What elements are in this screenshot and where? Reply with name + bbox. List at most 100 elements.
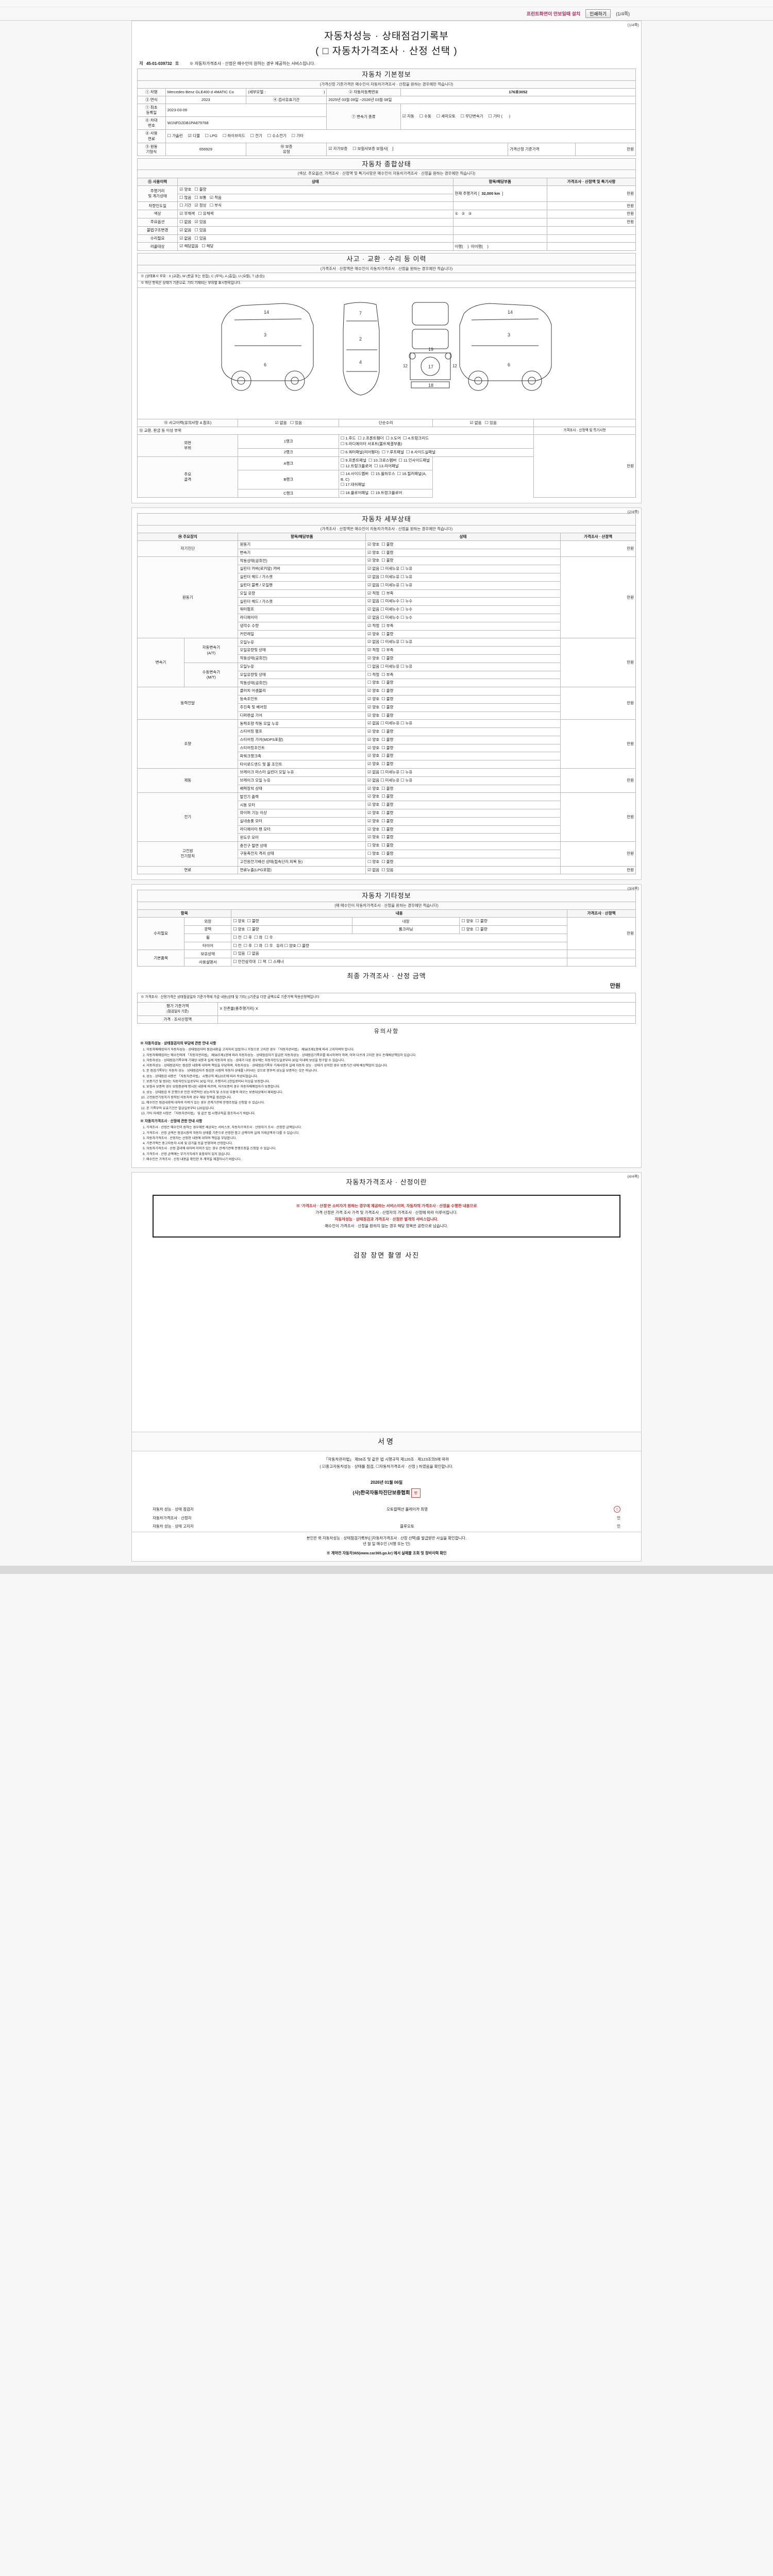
cb-mtl-minor[interactable]: ☐ 미세누유 (380, 664, 400, 669)
status-power-crankshaft[interactable]: ☑ 양호 ☐ 불량 (365, 752, 561, 761)
cb-tire-rear[interactable]: ☐ 후 (243, 943, 252, 948)
print-button[interactable]: 인쇄하기 (585, 9, 611, 18)
cb-trans-semiauto[interactable]: ☐ 세미오토 (436, 114, 456, 119)
cb-atl-leak[interactable]: ☐ 누유 (400, 639, 413, 645)
status-head-gasket-oil[interactable]: ☑ 없음 ☐ 미세누유 ☐ 누유 (365, 572, 561, 582)
cb-quarter-panel[interactable]: ☐ 6.쿼터패널(리어휀더) (340, 450, 380, 455)
cb-pc-bad[interactable]: ☐ 불량 (381, 753, 394, 758)
cb-repair-yes[interactable]: ☐ 있음 (194, 235, 207, 241)
status-oil-level[interactable]: ☑ 적정 ☐ 부족 (365, 589, 561, 598)
cb-wheel-house[interactable]: ☐ 15.휠하우스 (371, 471, 395, 477)
cb-diff-good[interactable]: ☑ 양호 (367, 713, 380, 718)
cb-boost-good[interactable]: ☑ 양호 (367, 786, 380, 791)
status-power-steering-leak[interactable]: ☑ 없음 ☐ 미세누유 ☐ 누유 (365, 719, 561, 728)
cb-atl-none[interactable]: ☑ 없음 (367, 639, 380, 645)
cb-sj-bad[interactable]: ☐ 불량 (381, 745, 394, 750)
cb-radiator-support[interactable]: ☐ 5.라디에이터 서포트(볼트체결부품) (340, 442, 402, 447)
cb-accident-yes[interactable]: ☐ 있음 (290, 420, 302, 425)
status-mt-operation[interactable]: ☐ 양호 ☐ 불량 (365, 679, 561, 688)
cb-tr-good[interactable]: ☑ 양호 (367, 761, 380, 767)
cb-cvj-bad[interactable]: ☐ 불량 (381, 696, 394, 701)
cb-hvw-good[interactable]: ☐ 양호 (367, 859, 380, 864)
status-blower-motor[interactable]: ☑ 양호 ☐ 불량 (365, 817, 561, 826)
status-window-motor[interactable]: ☑ 양호 ☐ 불량 (365, 833, 561, 842)
cb-cvj-good[interactable]: ☑ 양호 (367, 696, 380, 701)
cb-recall-na[interactable]: ☑ 해당없음 (179, 244, 199, 249)
cb-engine-diag-bad[interactable]: ☐ 불량 (381, 541, 394, 547)
status-at-oil-leak[interactable]: ☑ 없음 ☐ 미세누유 ☐ 누유 (365, 638, 561, 647)
cb-wp-leak[interactable]: ☐ 누수 (400, 607, 413, 612)
status-polish[interactable]: ☐ 양호 ☐ 불량 (231, 925, 352, 934)
status-hv-wiring[interactable]: ☐ 양호 ☐ 불량 (365, 857, 561, 867)
cb-wheel-left[interactable]: ☐ 좌 (254, 935, 263, 940)
cb-db-good[interactable]: ☐ 양호 (367, 851, 380, 856)
cb-hgw-leak[interactable]: ☐ 누수 (400, 599, 413, 604)
cb-door[interactable]: ☐ 3.도어 (385, 436, 401, 441)
cb-int-good[interactable]: ☐ 양호 (461, 919, 474, 924)
status-propeller-shaft[interactable]: ☑ 양호 ☐ 불량 (365, 703, 561, 712)
cb-illegal-yes[interactable]: ☐ 있음 (194, 227, 207, 232)
cb-diff-bad[interactable]: ☐ 불량 (381, 713, 394, 718)
cb-clutch-good[interactable]: ☑ 양호 (367, 688, 380, 693)
cb-wheel-front[interactable]: ☐ 전 (233, 935, 242, 940)
cb-wp-minor[interactable]: ☐ 미세누수 (380, 607, 400, 612)
cb-wiper-good[interactable]: ☑ 양호 (367, 810, 380, 816)
cb-atl-minor[interactable]: ☐ 미세누유 (380, 639, 400, 645)
status-alternator[interactable]: ☑ 양호 ☐ 불량 (365, 792, 561, 802)
cb-mc-none[interactable]: ☑ 없음 (367, 770, 380, 775)
illegal-mod-status[interactable]: ☑ 없음 ☐ 있음 (177, 226, 453, 235)
cb-psl-none[interactable]: ☑ 없음 (367, 721, 380, 726)
cb-triangle[interactable]: ☐ 안전삼각대 (233, 959, 256, 964)
status-cv-joint[interactable]: ☑ 양호 ☐ 불량 (365, 694, 561, 704)
cb-cr-bad[interactable]: ☐ 불량 (381, 631, 394, 636)
cb-spanner[interactable]: ☐ 스패너 (268, 959, 284, 964)
cb-bol-none[interactable]: ☑ 없음 (367, 777, 380, 783)
cb-fuel-hybrid[interactable]: ☐ 하이브리드 (223, 133, 245, 139)
cb-sg-good[interactable]: ☑ 양호 (367, 737, 380, 742)
cb-pc-good[interactable]: ☑ 양호 (367, 753, 380, 758)
status-tie-rod[interactable]: ☑ 양호 ☐ 불량 (365, 760, 561, 769)
cb-trunk-floor-a[interactable]: ☐ 12.트렁크플로어 (340, 463, 373, 468)
cb-simple-yes[interactable]: ☐ 있음 (484, 420, 497, 425)
cb-cl-low[interactable]: ☐ 부족 (381, 623, 394, 628)
status-booster[interactable]: ☑ 양호 ☐ 불량 (365, 784, 561, 793)
status-mt-oil-leak[interactable]: ☐ 없음 ☐ 미세누유 ☐ 누유 (365, 662, 561, 671)
status-possession[interactable]: ☐ 있음 ☐ 없음 (231, 950, 567, 959)
cb-win-good[interactable]: ☑ 양호 (367, 835, 380, 840)
cb-trans-cvt[interactable]: ☐ 무단변속기 (460, 114, 483, 119)
cb-psl-leak[interactable]: ☐ 누유 (400, 721, 413, 726)
cb-trans-diag-good[interactable]: ☑ 양호 (367, 550, 380, 555)
cb-engine-diag-good[interactable]: ☑ 양호 (367, 541, 380, 547)
status-master-cylinder[interactable]: ☑ 없음 ☐ 미세누유 ☐ 누유 (365, 768, 561, 777)
cb-rad-minor[interactable]: ☐ 미세누수 (380, 615, 400, 620)
cb-atos-ok[interactable]: ☑ 적정 (367, 648, 380, 653)
status-exterior[interactable]: ☐ 양호 ☐ 불량 (231, 917, 352, 926)
cb-chg-bad[interactable]: ☐ 불량 (381, 843, 394, 848)
cb-alt-good[interactable]: ☑ 양호 (367, 794, 380, 799)
cb-jack[interactable]: ☐ 잭 (258, 959, 266, 964)
cb-rocker-none[interactable]: ☑ 없음 (367, 566, 380, 571)
cb-mileage-high[interactable]: ☐ 많음 (179, 195, 192, 200)
cb-blower-bad[interactable]: ☐ 불량 (381, 818, 394, 823)
cb-roof-panel[interactable]: ☐ 7.루프패널 (381, 450, 404, 455)
status-clutch[interactable]: ☑ 양호 ☐ 불량 (365, 687, 561, 696)
status-wiper[interactable]: ☑ 양호 ☐ 불량 (365, 809, 561, 818)
status-brake-oil-leak[interactable]: ☑ 없음 ☐ 미세누유 ☐ 누유 (365, 776, 561, 785)
status-wheel[interactable]: ☐ 전 ☐ 후 ☐ 좌 ☐ 우 (231, 933, 567, 942)
cb-simple-none[interactable]: ☑ 없음 (469, 420, 482, 425)
cb-start-bad[interactable]: ☐ 불량 (381, 802, 394, 807)
cb-hgo-none[interactable]: ☑ 없음 (367, 574, 380, 579)
cb-color-achromatic[interactable]: ☑ 무채색 (179, 211, 195, 216)
cb-rear-panel[interactable]: ☐ 13.리어패널 (374, 463, 399, 468)
cb-trans-diag-bad[interactable]: ☐ 불량 (381, 550, 394, 555)
repair-needed-status[interactable]: ☑ 없음 ☐ 있음 (177, 234, 453, 243)
cb-fan-good[interactable]: ☑ 양호 (367, 826, 380, 832)
cb-poss-no[interactable]: ☐ 없음 (247, 951, 259, 956)
cb-rad-leak[interactable]: ☐ 누수 (400, 615, 413, 620)
cb-hood[interactable]: ☐ 1.후드 (340, 436, 356, 441)
cb-sp-good[interactable]: ☑ 양호 (367, 729, 380, 734)
cb-psl-minor[interactable]: ☐ 미세누유 (380, 721, 400, 726)
status-interior[interactable]: ☐ 양호 ☐ 불량 (459, 917, 567, 926)
cb-mc-minor[interactable]: ☐ 미세누유 (380, 770, 400, 775)
cb-poss-yes[interactable]: ☐ 있음 (233, 951, 245, 956)
